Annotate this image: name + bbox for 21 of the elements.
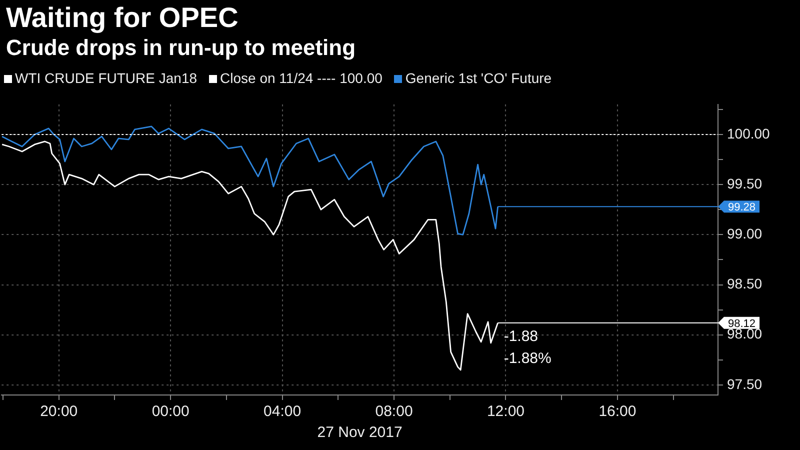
annotation: -1.88 [504, 328, 538, 345]
x-tick-label: 16:00 [598, 403, 636, 420]
x-tick-label: 20:00 [40, 403, 78, 420]
annotation: -1.88% [504, 350, 552, 367]
legend-label: Generic 1st 'CO' Future [404, 70, 552, 86]
data-label: 98.12 [728, 318, 756, 330]
y-tick-label: 99.00 [727, 226, 762, 242]
y-tick-label: 97.50 [727, 376, 762, 392]
y-tick-label: 99.50 [727, 175, 762, 192]
chart-subtitle: Crude drops in run-up to meeting [6, 35, 356, 61]
x-tick-label: 12:00 [486, 403, 525, 420]
x-tick-label: 00:00 [152, 403, 190, 420]
data-label: 99.28 [728, 202, 756, 214]
x-tick-label: 08:00 [375, 403, 413, 420]
x-tick-label: 04:00 [264, 403, 302, 420]
y-tick-label: 100.00 [727, 125, 770, 142]
x-axis-title: 27 Nov 2017 [317, 424, 402, 442]
y-tick-label: 98.50 [727, 276, 762, 292]
legend-label: WTI CRUDE FUTURE Jan18 [14, 70, 198, 86]
legend-label: Close on 11/24 ---- 100.00 [219, 70, 382, 86]
chart-title: Waiting for OPEC [6, 2, 238, 34]
